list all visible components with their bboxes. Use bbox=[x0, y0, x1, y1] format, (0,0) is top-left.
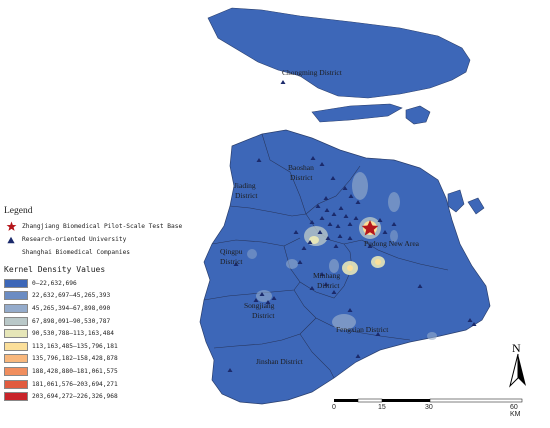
scale-bar: 0 15 30 60 KM bbox=[330, 398, 530, 422]
kernel-density-swatch bbox=[4, 291, 28, 301]
small-island-1 bbox=[447, 189, 465, 213]
kernel-density-class: 135,796,182—158,428,878 bbox=[4, 353, 204, 366]
kernel-density-label: 188,428,880—181,061,575 bbox=[32, 367, 118, 375]
legend-title: Legend bbox=[4, 206, 33, 216]
kernel-density-swatch bbox=[4, 341, 28, 351]
kernel-density-label: 90,530,788—113,163,484 bbox=[32, 330, 114, 338]
kernel-density-swatch bbox=[4, 278, 28, 288]
kernel-density-swatch bbox=[4, 379, 28, 389]
legend-item-companies: Shanghai Biomedical Companies bbox=[4, 246, 204, 259]
legend-label-university: Research-oriented University bbox=[22, 236, 127, 243]
kernel-density-class: 0—22,632,696 bbox=[4, 277, 204, 290]
label-jiading-1: Jiading bbox=[234, 181, 256, 190]
chongming-island bbox=[207, 7, 471, 99]
legend-item-zhangjiang: Zhangjiang Biomedical Pilot-Scale Test B… bbox=[4, 220, 204, 233]
legend-item-university: Research-oriented University bbox=[4, 233, 204, 246]
scale-tick-60: 60 KM bbox=[510, 404, 521, 418]
kernel-density-label: 135,796,182—158,428,878 bbox=[32, 355, 118, 363]
small-island-2 bbox=[467, 197, 485, 215]
scale-tick-0: 0 bbox=[332, 404, 336, 411]
label-jiading-2: District bbox=[235, 191, 258, 200]
kernel-density-label: 45,265,394—67,898,090 bbox=[32, 304, 111, 312]
label-baoshan-2: District bbox=[290, 173, 313, 182]
kernel-density-label: 181,061,576—203,694,271 bbox=[32, 380, 118, 388]
label-songjiang-1: Songjiang bbox=[244, 301, 275, 310]
zhangjiang-star-marker bbox=[361, 220, 379, 236]
label-fengxian: Fengxian District bbox=[336, 325, 389, 334]
kernel-density-class: 188,428,880—181,061,575 bbox=[4, 365, 204, 378]
kernel-density-title: Kernel Density Values bbox=[4, 265, 106, 274]
label-songjiang-2: District bbox=[252, 311, 275, 320]
kernel-density-label: 203,694,272—226,326,968 bbox=[32, 393, 118, 401]
kernel-density-class: 90,530,788—113,163,484 bbox=[4, 327, 204, 340]
kernel-density-class: 113,163,485—135,796,181 bbox=[4, 340, 204, 353]
north-label: N bbox=[512, 341, 521, 355]
scale-bar-graphic bbox=[334, 398, 523, 403]
kernel-density-class: 181,061,576—203,694,271 bbox=[4, 378, 204, 391]
kernel-density-class: 67,898,091—90,530,787 bbox=[4, 315, 204, 328]
kernel-density-swatch bbox=[4, 329, 28, 339]
kernel-density-label: 67,898,091—90,530,787 bbox=[32, 317, 111, 325]
kernel-density-swatch bbox=[4, 354, 28, 364]
kernel-density-swatch bbox=[4, 392, 28, 402]
label-pudong: Pudong New Area bbox=[364, 239, 420, 248]
kernel-density-class: 22,632,697—45,265,393 bbox=[4, 290, 204, 303]
triangle-icon bbox=[4, 236, 18, 244]
label-jinshan: Jinshan District bbox=[256, 357, 304, 366]
kernel-density-swatch bbox=[4, 303, 28, 313]
label-baoshan-1: Baoshan bbox=[288, 163, 314, 172]
kernel-density-class: 203,694,272—226,326,968 bbox=[4, 390, 204, 403]
legend-label-zhangjiang: Zhangjiang Biomedical Pilot-Scale Test B… bbox=[22, 223, 183, 230]
star-icon bbox=[4, 221, 18, 232]
kernel-density-classes: 0—22,632,696 22,632,697—45,265,393 45,265,… bbox=[4, 277, 204, 403]
kernel-density-swatch bbox=[4, 316, 28, 326]
hengsha-island bbox=[405, 105, 431, 125]
kernel-density-swatch bbox=[4, 366, 28, 376]
legend-label-companies: Shanghai Biomedical Companies bbox=[22, 249, 131, 256]
university-markers bbox=[227, 80, 477, 372]
kernel-density-class: 45,265,394—67,898,090 bbox=[4, 302, 204, 315]
label-minhang-2: District bbox=[317, 281, 340, 290]
kernel-density-label: 113,163,485—135,796,181 bbox=[32, 342, 118, 350]
kernel-density-label: 0—22,632,696 bbox=[32, 279, 77, 287]
label-minhang-1: Minhang bbox=[313, 271, 340, 280]
changxing-island bbox=[311, 103, 403, 123]
scale-tick-30: 30 bbox=[425, 404, 433, 411]
label-qingpu-1: Qingpu bbox=[220, 247, 243, 256]
kernel-density-label: 22,632,697—45,265,393 bbox=[32, 292, 111, 300]
scale-tick-15: 15 bbox=[378, 404, 386, 411]
label-qingpu-2: District bbox=[220, 257, 243, 266]
label-chongming: Chongming District bbox=[282, 68, 343, 77]
north-arrow-icon: N bbox=[498, 340, 538, 390]
map-legend: Legend Zhangjiang Biomedical Pilot-Scale… bbox=[4, 206, 204, 403]
